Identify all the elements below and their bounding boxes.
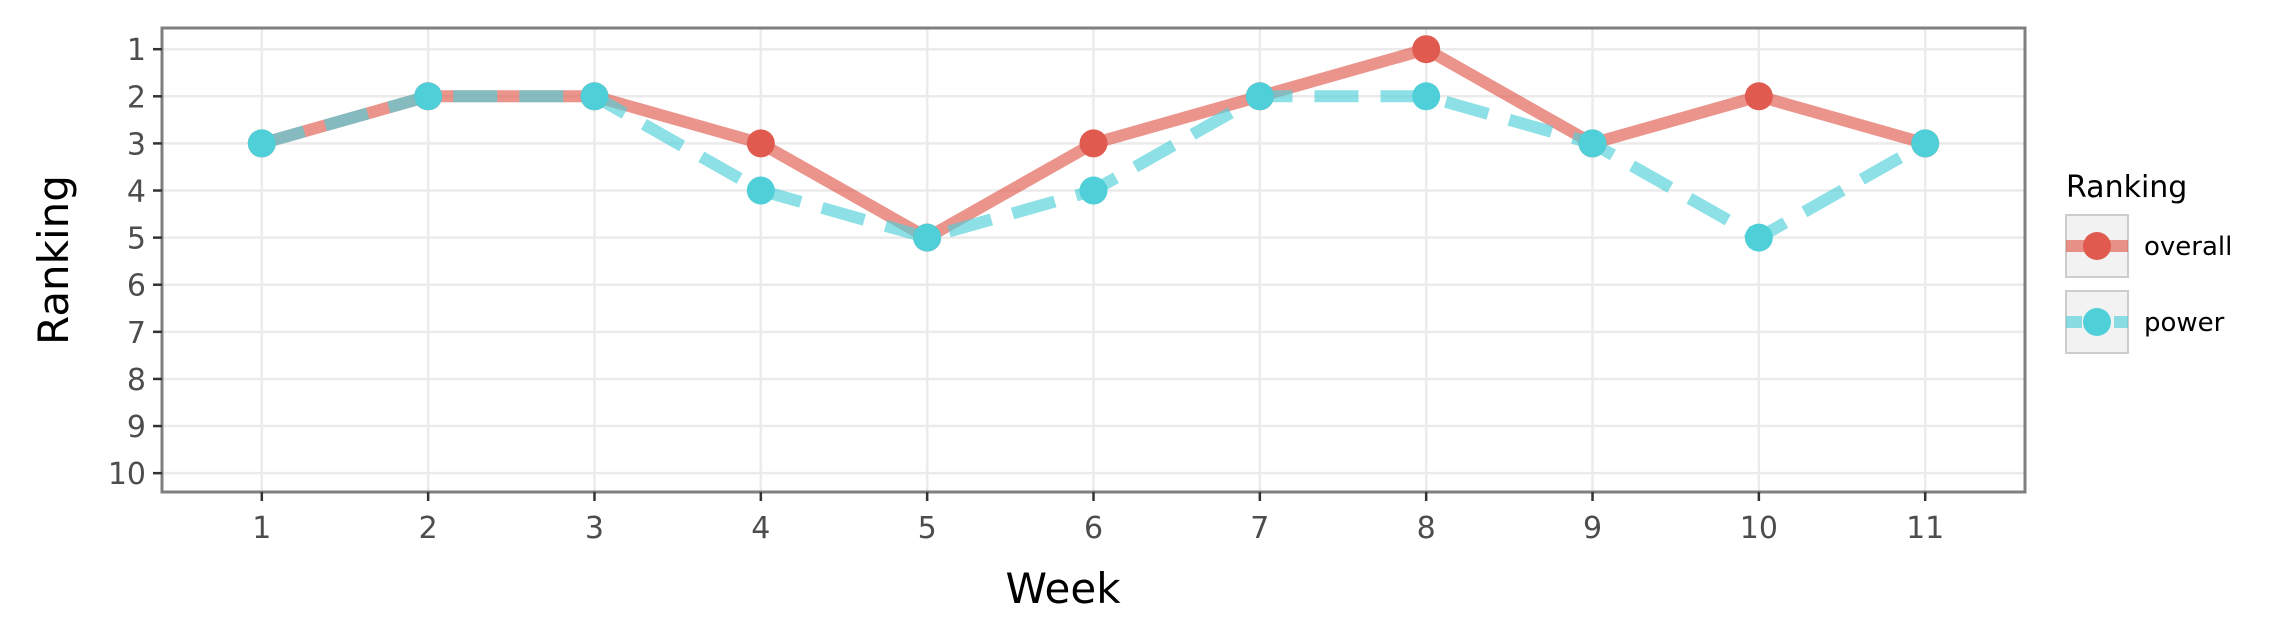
- x-tick-label: 6: [1084, 511, 1103, 546]
- x-tick-label: 7: [1250, 511, 1269, 546]
- data-point-power: [414, 82, 443, 111]
- y-tick-label: 9: [127, 410, 146, 445]
- data-point-overall: [1079, 129, 1108, 158]
- data-point-power: [580, 82, 609, 111]
- y-tick-label: 5: [127, 222, 146, 257]
- y-tick-label: 2: [127, 80, 146, 115]
- data-point-power: [1578, 129, 1607, 158]
- x-tick-label: 10: [1740, 511, 1778, 546]
- legend-items: overall power: [2065, 214, 2232, 354]
- data-point-power: [1412, 82, 1441, 111]
- x-tick-label: 5: [918, 511, 937, 546]
- x-tick-label: 11: [1906, 511, 1944, 546]
- y-tick-label: 7: [127, 316, 146, 351]
- y-tick-label: 10: [108, 457, 146, 492]
- data-point-power: [1245, 82, 1274, 111]
- y-axis-title: Ranking: [29, 175, 78, 345]
- data-point-power: [1079, 176, 1108, 205]
- x-axis-title: Week: [1005, 564, 1121, 613]
- x-tick-label: 4: [751, 511, 770, 546]
- legend-label: overall: [2144, 232, 2232, 262]
- legend-item-overall: overall: [2065, 214, 2232, 278]
- data-point-power: [913, 223, 942, 252]
- x-axis-ticks: 1 2 3 4 5 6 7 8 9 10 11: [252, 492, 1944, 546]
- y-axis-ticks: 1 2 3 4 5 6 7 8 9 10: [108, 33, 162, 492]
- legend-label: power: [2144, 308, 2225, 338]
- y-tick-label: 6: [127, 269, 146, 304]
- x-tick-label: 1: [252, 511, 271, 546]
- legend-key-marker: [2083, 232, 2111, 260]
- data-point-power: [746, 176, 775, 205]
- data-point-overall: [746, 129, 775, 158]
- series-layer: [247, 35, 1940, 252]
- data-point-overall: [1744, 82, 1773, 111]
- x-tick-label: 2: [419, 511, 438, 546]
- legend: Ranking overall power: [2065, 170, 2232, 354]
- legend-item-power: power: [2065, 290, 2225, 354]
- data-point-power: [247, 129, 276, 158]
- data-point-power: [1744, 223, 1773, 252]
- legend-title: Ranking: [2066, 170, 2187, 205]
- data-point-overall: [1412, 35, 1441, 64]
- y-tick-label: 8: [127, 363, 146, 398]
- y-tick-label: 4: [127, 175, 146, 210]
- x-tick-label: 9: [1583, 511, 1602, 546]
- x-tick-label: 8: [1417, 511, 1436, 546]
- data-point-power: [1911, 129, 1940, 158]
- legend-key-marker: [2083, 308, 2111, 336]
- y-tick-label: 1: [127, 33, 146, 68]
- x-tick-label: 3: [585, 511, 604, 546]
- y-tick-label: 3: [127, 127, 146, 162]
